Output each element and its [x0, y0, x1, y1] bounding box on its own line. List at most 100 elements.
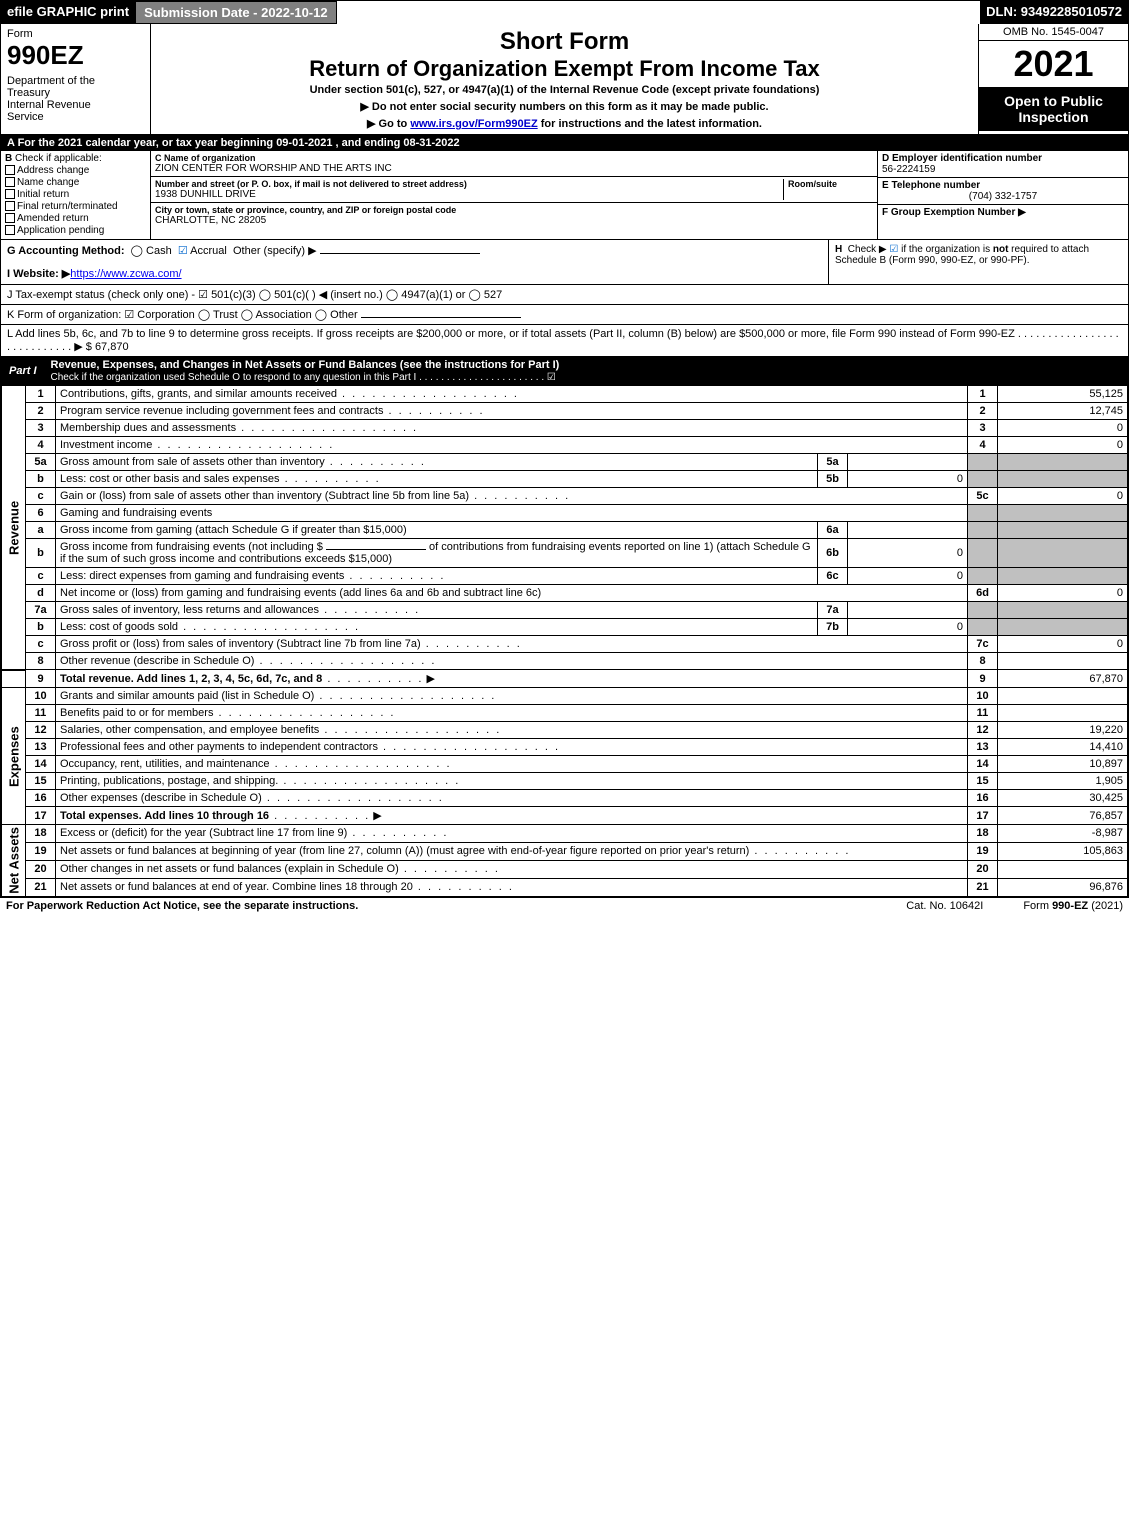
- footer-right: Form 990-EZ (2021): [1023, 900, 1123, 912]
- line-6a: a Gross income from gaming (attach Sched…: [2, 522, 1128, 539]
- footer-left: For Paperwork Reduction Act Notice, see …: [6, 900, 866, 912]
- line-5b: b Less: cost or other basis and sales ex…: [2, 471, 1128, 488]
- opt-initial-return[interactable]: Initial return: [5, 189, 146, 200]
- section-def: D Employer identification number 56-2224…: [878, 151, 1128, 239]
- line-18: Net Assets 18 Excess or (deficit) for th…: [2, 825, 1128, 843]
- line-10: Expenses 10 Grants and similar amounts p…: [2, 688, 1128, 705]
- i-label: I Website: ▶: [7, 268, 70, 280]
- form-number: 990EZ: [7, 40, 144, 71]
- line-1: Revenue 1 Contributions, gifts, grants, …: [2, 386, 1128, 403]
- g-cash: Cash: [146, 245, 172, 257]
- line-14: 14 Occupancy, rent, utilities, and maint…: [2, 756, 1128, 773]
- efile-label: efile GRAPHIC print: [1, 1, 135, 24]
- opt-final-return[interactable]: Final return/terminated: [5, 201, 146, 212]
- b-header: B: [5, 153, 12, 164]
- section-c: C Name of organization ZION CENTER FOR W…: [151, 151, 878, 239]
- c-addr-label: Number and street (or P. O. box, if mail…: [155, 179, 783, 189]
- open-inspection: Open to Public Inspection: [979, 87, 1128, 131]
- arrow-icon: ▶: [373, 810, 381, 822]
- b-check-label: Check if applicable:: [15, 153, 102, 164]
- ein-value: 56-2224159: [882, 164, 935, 175]
- checkbox-icon: [5, 201, 15, 211]
- part1-title: Revenue, Expenses, and Changes in Net As…: [45, 357, 1128, 385]
- line-4: 4 Investment income 4 0: [2, 437, 1128, 454]
- tax-year: 2021: [979, 41, 1128, 87]
- line-9: 9 Total revenue. Add lines 1, 2, 3, 4, 5…: [2, 670, 1128, 688]
- opt-address-change[interactable]: Address change: [5, 165, 146, 176]
- opt-application-pending[interactable]: Application pending: [5, 225, 146, 236]
- dln-label: DLN: 93492285010572: [980, 1, 1128, 24]
- phone-value: (704) 332-1757: [882, 191, 1124, 202]
- line-20: 20 Other changes in net assets or fund b…: [2, 860, 1128, 878]
- line-19: 19 Net assets or fund balances at beginn…: [2, 842, 1128, 860]
- line-15: 15 Printing, publications, postage, and …: [2, 773, 1128, 790]
- row-k: K Form of organization: ☑ Corporation ◯ …: [1, 305, 1128, 325]
- org-name: ZION CENTER FOR WORSHIP AND THE ARTS INC: [155, 163, 873, 174]
- bullet-1: ▶ Do not enter social security numbers o…: [159, 100, 970, 113]
- website-link[interactable]: https://www.zcwa.com/: [70, 268, 181, 280]
- submission-date: Submission Date - 2022-10-12: [135, 1, 337, 24]
- bullet2-pre: ▶ Go to: [367, 118, 410, 130]
- omb-number: OMB No. 1545-0047: [979, 24, 1128, 41]
- k-other-line: [361, 317, 521, 318]
- line-3: 3 Membership dues and assessments 3 0: [2, 420, 1128, 437]
- line-2: 2 Program service revenue including gove…: [2, 403, 1128, 420]
- part1-label: Part I: [1, 363, 45, 379]
- g-other: Other (specify) ▶: [233, 245, 317, 257]
- opt-amended-return[interactable]: Amended return: [5, 213, 146, 224]
- line-7a: 7a Gross sales of inventory, less return…: [2, 602, 1128, 619]
- row-h: H Check ▶ ☑ if the organization is not r…: [828, 240, 1128, 284]
- f-label: F Group Exemption Number ▶: [882, 207, 1026, 218]
- checkbox-icon: [5, 165, 15, 175]
- row-j: J Tax-exempt status (check only one) - ☑…: [1, 285, 1128, 305]
- checkbox-icon: [5, 177, 15, 187]
- d-label: D Employer identification number: [882, 153, 1042, 164]
- header-left: Form 990EZ Department of theTreasuryInte…: [1, 24, 151, 134]
- line-12: 12 Salaries, other compensation, and emp…: [2, 722, 1128, 739]
- part1-check: Check if the organization used Schedule …: [51, 372, 556, 383]
- part1-title-text: Revenue, Expenses, and Changes in Net As…: [51, 359, 560, 371]
- line-6d: d Net income or (loss) from gaming and f…: [2, 585, 1128, 602]
- line-13: 13 Professional fees and other payments …: [2, 739, 1128, 756]
- section-b: B Check if applicable: Address change Na…: [1, 151, 151, 239]
- expenses-vlabel: Expenses: [2, 688, 26, 825]
- checkbox-icon: [5, 225, 15, 235]
- c-name-label: C Name of organization: [155, 153, 873, 163]
- form-title: Return of Organization Exempt From Incom…: [159, 56, 970, 82]
- line-5a: 5a Gross amount from sale of assets othe…: [2, 454, 1128, 471]
- g-label: G Accounting Method:: [7, 245, 125, 257]
- org-address: 1938 DUNHILL DRIVE: [155, 189, 783, 200]
- netassets-vlabel: Net Assets: [2, 825, 26, 897]
- line-7c: c Gross profit or (loss) from sales of i…: [2, 636, 1128, 653]
- row-k-text: K Form of organization: ☑ Corporation ◯ …: [7, 309, 358, 321]
- revenue-vlabel: Revenue: [2, 386, 26, 670]
- checkbox-icon: [5, 189, 15, 199]
- checkbox-icon: [5, 213, 15, 223]
- revenue-table: Revenue 1 Contributions, gifts, grants, …: [1, 385, 1128, 897]
- row-l-text: L Add lines 5b, 6c, and 7b to line 9 to …: [7, 328, 1119, 353]
- footer-center: Cat. No. 10642I: [906, 900, 983, 912]
- row-gh: G Accounting Method: ◯ Cash ☑ Accrual Ot…: [1, 240, 1128, 285]
- line-6b: b Gross income from fundraising events (…: [2, 539, 1128, 568]
- g-other-line: [320, 253, 480, 254]
- header-right: OMB No. 1545-0047 2021 Open to Public In…: [978, 24, 1128, 134]
- bullet2-post: for instructions and the latest informat…: [538, 118, 762, 130]
- header-row: Form 990EZ Department of theTreasuryInte…: [1, 24, 1128, 135]
- header-center: Short Form Return of Organization Exempt…: [151, 24, 978, 134]
- check-icon: ☑: [178, 245, 188, 257]
- dept-label: Department of theTreasuryInternal Revenu…: [7, 75, 144, 123]
- line-21: 21 Net assets or fund balances at end of…: [2, 878, 1128, 896]
- bullet-2: ▶ Go to www.irs.gov/Form990EZ for instru…: [159, 117, 970, 130]
- row-l: L Add lines 5b, 6c, and 7b to line 9 to …: [1, 325, 1128, 357]
- h-text: H Check ▶ ☑ if the organization is not r…: [835, 244, 1089, 266]
- form-990ez: efile GRAPHIC print Submission Date - 20…: [0, 0, 1129, 898]
- org-city: CHARLOTTE, NC 28205: [155, 215, 873, 226]
- irs-link[interactable]: www.irs.gov/Form990EZ: [410, 118, 537, 130]
- line-16: 16 Other expenses (describe in Schedule …: [2, 790, 1128, 807]
- line-11: 11 Benefits paid to or for members 11: [2, 705, 1128, 722]
- arrow-icon: ▶: [426, 673, 434, 685]
- blank-line: [326, 549, 426, 550]
- page-footer: For Paperwork Reduction Act Notice, see …: [0, 898, 1129, 914]
- short-form: Short Form: [159, 28, 970, 56]
- opt-name-change[interactable]: Name change: [5, 177, 146, 188]
